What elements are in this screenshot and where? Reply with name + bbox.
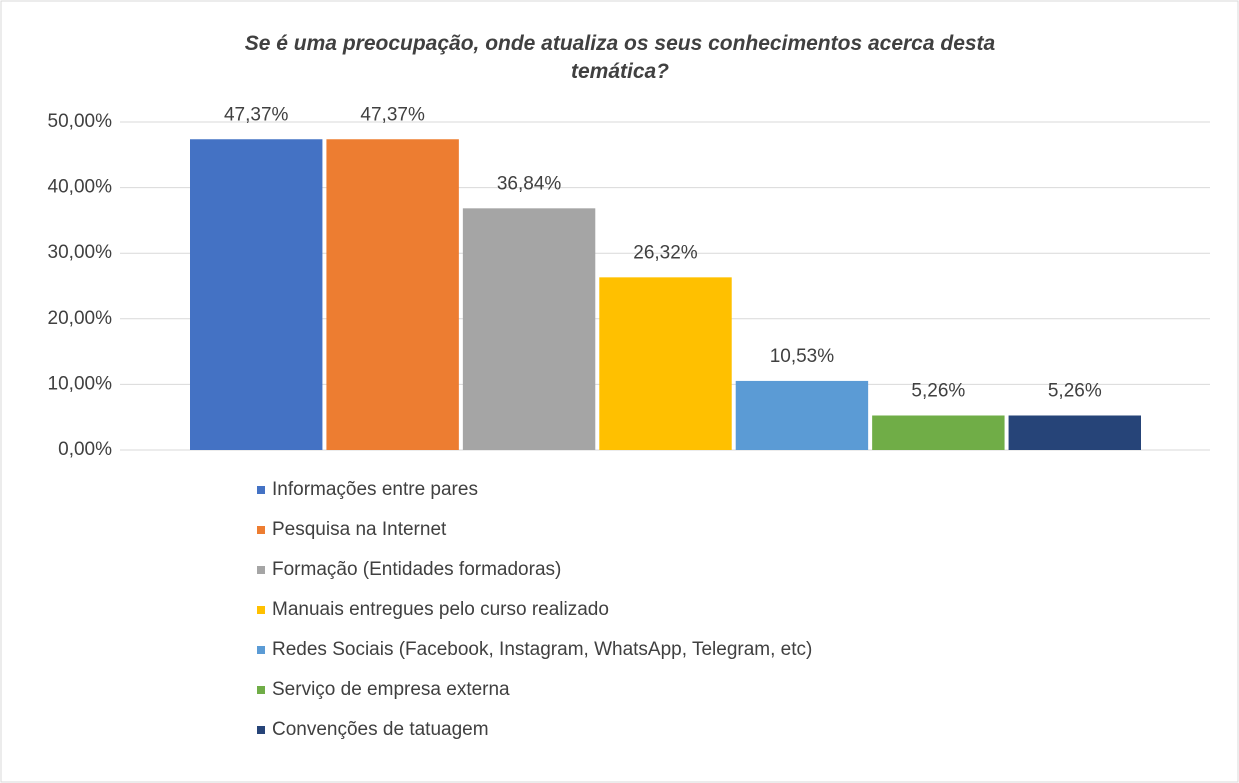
legend-swatch [257, 726, 265, 734]
value-label: 5,26% [1048, 381, 1102, 402]
legend-label: Pesquisa na Internet [272, 519, 447, 540]
legend-swatch [257, 606, 265, 614]
legend-swatch [257, 686, 265, 694]
legend-label: Manuais entregues pelo curso realizado [272, 599, 609, 620]
y-tick-label: 50,00% [48, 111, 113, 132]
value-label: 47,37% [224, 104, 289, 125]
legend-label: Informações entre pares [272, 479, 478, 500]
value-label: 26,32% [633, 242, 698, 263]
value-label: 10,53% [770, 346, 835, 367]
legend-label: Redes Sociais (Facebook, Instagram, What… [272, 639, 812, 660]
legend-label: Serviço de empresa externa [272, 679, 510, 700]
bar [599, 277, 732, 450]
legend-label: Convenções de tatuagem [272, 719, 489, 740]
bar [462, 208, 596, 450]
bar [872, 415, 1005, 450]
legend-swatch [257, 566, 265, 574]
value-label: 36,84% [497, 173, 562, 194]
bar [326, 139, 459, 450]
value-label: 5,26% [911, 381, 965, 402]
y-tick-label: 20,00% [48, 308, 113, 329]
legend-label: Formação (Entidades formadoras) [272, 559, 561, 580]
legend-swatch [257, 646, 265, 654]
bar [190, 139, 323, 450]
bar [1008, 415, 1141, 450]
y-tick-label: 30,00% [48, 242, 113, 263]
y-tick-label: 0,00% [58, 439, 112, 460]
bar [735, 380, 869, 450]
legend-swatch [257, 526, 265, 534]
chart-title: Se é uma preocupação, onde atualiza os s… [244, 32, 996, 83]
y-tick-label: 40,00% [48, 177, 113, 198]
legend-swatch [257, 486, 265, 494]
value-label: 47,37% [360, 104, 425, 125]
y-tick-label: 10,00% [48, 373, 113, 394]
